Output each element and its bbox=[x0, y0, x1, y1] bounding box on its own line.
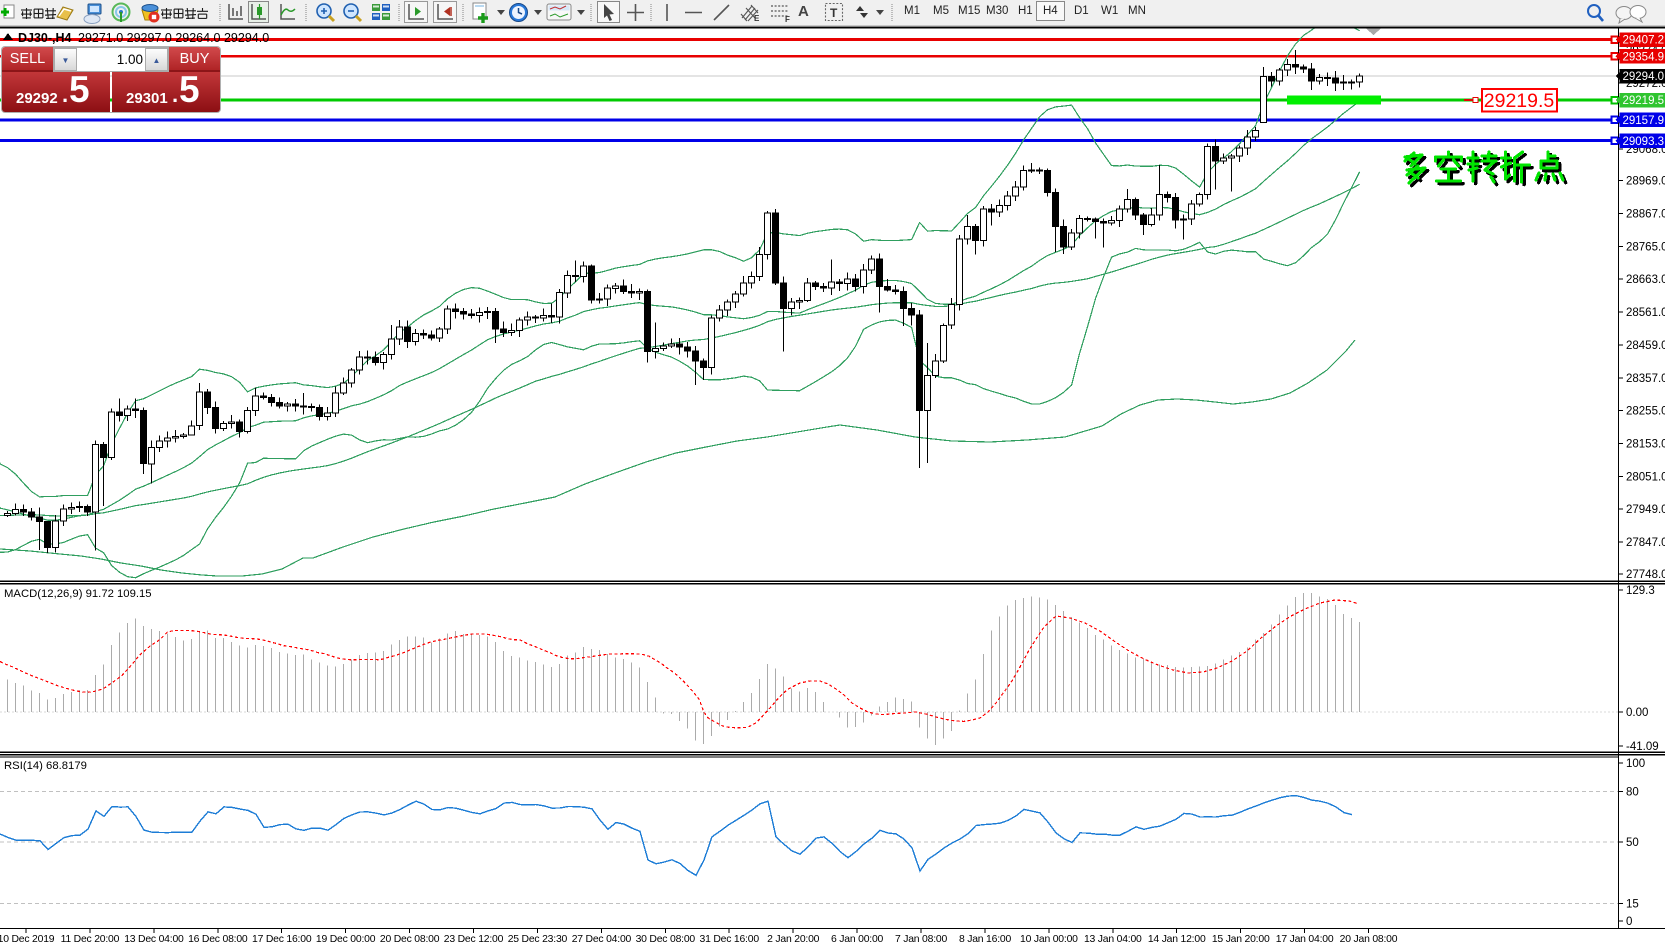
svg-text:23 Dec 12:00: 23 Dec 12:00 bbox=[444, 934, 504, 945]
svg-text:13 Jan 04:00: 13 Jan 04:00 bbox=[1084, 934, 1142, 945]
svg-text:0.00: 0.00 bbox=[1626, 707, 1648, 719]
svg-text:28969.0: 28969.0 bbox=[1626, 176, 1665, 188]
svg-text:50: 50 bbox=[1626, 837, 1639, 849]
svg-text:29093.3: 29093.3 bbox=[1623, 136, 1665, 148]
svg-text:11 Dec 20:00: 11 Dec 20:00 bbox=[61, 934, 120, 945]
svg-text:13 Dec 04:00: 13 Dec 04:00 bbox=[124, 934, 184, 945]
svg-text:27 Dec 04:00: 27 Dec 04:00 bbox=[572, 934, 632, 945]
svg-text:28051.0: 28051.0 bbox=[1626, 471, 1665, 483]
svg-text:29294.0: 29294.0 bbox=[1623, 71, 1665, 83]
svg-text:29219.5: 29219.5 bbox=[1484, 90, 1555, 112]
svg-text:28357.0: 28357.0 bbox=[1626, 373, 1665, 385]
svg-text:17 Dec 16:00: 17 Dec 16:00 bbox=[252, 934, 312, 945]
svg-text:80: 80 bbox=[1626, 787, 1639, 799]
svg-text:27847.0: 27847.0 bbox=[1626, 537, 1665, 549]
svg-text:19 Dec 00:00: 19 Dec 00:00 bbox=[316, 934, 376, 945]
svg-text:25 Dec 23:30: 25 Dec 23:30 bbox=[508, 934, 568, 945]
svg-text:MACD(12,26,9) 91.72 109.15: MACD(12,26,9) 91.72 109.15 bbox=[4, 588, 152, 600]
svg-text:28561.0: 28561.0 bbox=[1626, 307, 1665, 319]
svg-text:20 Jan 08:00: 20 Jan 08:00 bbox=[1340, 934, 1398, 945]
svg-text:28867.0: 28867.0 bbox=[1626, 209, 1665, 221]
svg-text:2 Jan 20:00: 2 Jan 20:00 bbox=[767, 934, 820, 945]
svg-text:28255.0: 28255.0 bbox=[1626, 406, 1665, 418]
svg-text:T: T bbox=[830, 6, 838, 20]
svg-text:10 Jan 00:00: 10 Jan 00:00 bbox=[1020, 934, 1078, 945]
svg-text:129.3: 129.3 bbox=[1626, 585, 1655, 597]
svg-text:15: 15 bbox=[1626, 898, 1639, 910]
svg-text:0: 0 bbox=[1626, 916, 1632, 928]
svg-text:16 Dec 08:00: 16 Dec 08:00 bbox=[188, 934, 248, 945]
svg-text:7 Jan 08:00: 7 Jan 08:00 bbox=[895, 934, 948, 945]
svg-text:RSI(14) 68.8179: RSI(14) 68.8179 bbox=[4, 760, 87, 772]
svg-text:8 Jan 16:00: 8 Jan 16:00 bbox=[959, 934, 1012, 945]
svg-text:E: E bbox=[754, 14, 760, 23]
svg-text:27949.0: 27949.0 bbox=[1626, 504, 1665, 516]
svg-text:29407.2: 29407.2 bbox=[1623, 35, 1665, 47]
svg-text:31 Dec 16:00: 31 Dec 16:00 bbox=[699, 934, 759, 945]
svg-text:29354.9: 29354.9 bbox=[1623, 52, 1665, 64]
svg-text:15 Jan 20:00: 15 Jan 20:00 bbox=[1212, 934, 1270, 945]
svg-text:29219.5: 29219.5 bbox=[1623, 95, 1665, 107]
svg-text:28663.0: 28663.0 bbox=[1626, 274, 1665, 286]
svg-text:17 Jan 04:00: 17 Jan 04:00 bbox=[1276, 934, 1334, 945]
svg-text:29157.9: 29157.9 bbox=[1623, 115, 1665, 127]
svg-text:28153.0: 28153.0 bbox=[1626, 439, 1665, 451]
svg-text:29271.0 29297.0 29264.0 29294.: 29271.0 29297.0 29264.0 29294.0 bbox=[78, 31, 269, 45]
svg-text:14 Jan 12:00: 14 Jan 12:00 bbox=[1148, 934, 1206, 945]
svg-text:6 Jan 00:00: 6 Jan 00:00 bbox=[831, 934, 884, 945]
svg-text:30 Dec 08:00: 30 Dec 08:00 bbox=[636, 934, 696, 945]
svg-text:100: 100 bbox=[1626, 758, 1645, 770]
svg-text:28459.0: 28459.0 bbox=[1626, 340, 1665, 352]
svg-text:F: F bbox=[785, 15, 790, 23]
svg-text:28765.0: 28765.0 bbox=[1626, 241, 1665, 253]
svg-text:20 Dec 08:00: 20 Dec 08:00 bbox=[380, 934, 440, 945]
svg-text:-41.09: -41.09 bbox=[1626, 741, 1659, 753]
svg-text:10 Dec 2019: 10 Dec 2019 bbox=[0, 934, 55, 945]
svg-text:27748.0: 27748.0 bbox=[1626, 569, 1665, 581]
svg-text:DJ30-,H4: DJ30-,H4 bbox=[18, 31, 72, 45]
